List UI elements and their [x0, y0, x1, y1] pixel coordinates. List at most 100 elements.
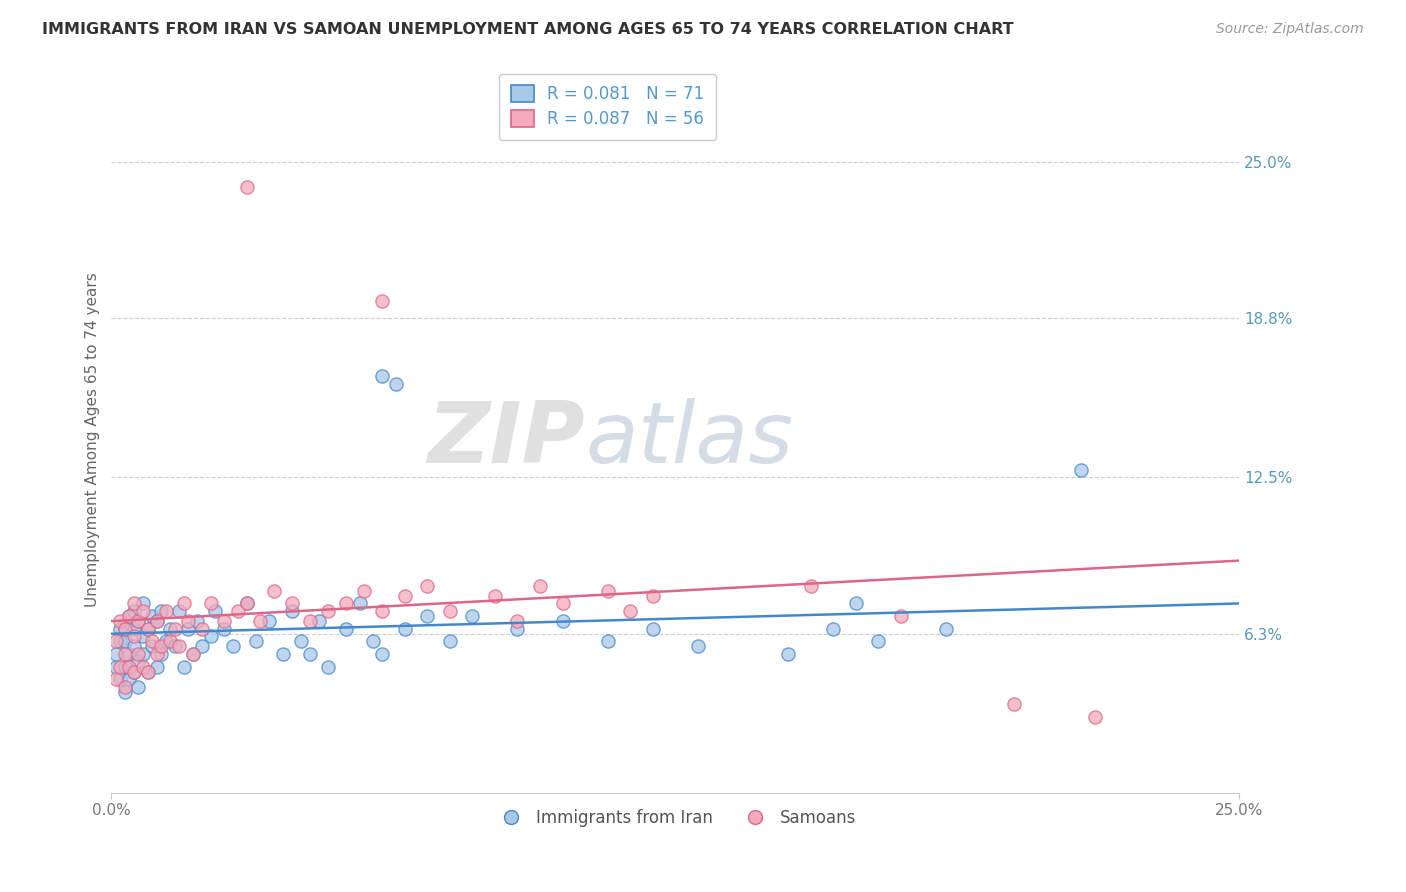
Point [181, 647, 204, 661]
Point [281, 604, 304, 618]
Point [935, 622, 957, 636]
Point [823, 622, 845, 636]
Point [155, 604, 177, 618]
Point [190, 640, 212, 654]
Point [132, 659, 155, 673]
Point [335, 597, 357, 611]
Point [361, 634, 384, 648]
Point [132, 629, 155, 643]
Point [778, 647, 800, 661]
Point [298, 647, 321, 661]
Point [200, 597, 222, 611]
Point [259, 614, 281, 628]
Point [1002, 698, 1025, 712]
Point [110, 622, 132, 636]
Point [127, 647, 149, 661]
Point [127, 614, 149, 628]
Point [110, 614, 132, 628]
Point [114, 622, 136, 636]
Point [384, 377, 406, 392]
Point [118, 647, 141, 661]
Point [145, 614, 167, 628]
Point [263, 583, 285, 598]
Point [308, 614, 330, 628]
Point [136, 622, 159, 636]
Point [114, 659, 136, 673]
Point [163, 640, 186, 654]
Point [212, 622, 235, 636]
Point [141, 634, 163, 648]
Point [222, 640, 245, 654]
Point [394, 589, 416, 603]
Point [110, 634, 132, 648]
Point [551, 614, 574, 628]
Point [186, 614, 208, 628]
Point [371, 293, 394, 308]
Point [104, 634, 127, 648]
Point [150, 640, 173, 654]
Point [845, 597, 868, 611]
Point [529, 579, 551, 593]
Point [236, 597, 259, 611]
Point [316, 604, 339, 618]
Point [155, 634, 177, 648]
Point [132, 597, 155, 611]
Point [890, 609, 912, 624]
Point [177, 614, 200, 628]
Text: atlas: atlas [585, 398, 793, 481]
Point [150, 647, 173, 661]
Point [596, 634, 619, 648]
Point [150, 604, 173, 618]
Point [104, 647, 127, 661]
Point [619, 604, 641, 618]
Text: IMMIGRANTS FROM IRAN VS SAMOAN UNEMPLOYMENT AMONG AGES 65 TO 74 YEARS CORRELATIO: IMMIGRANTS FROM IRAN VS SAMOAN UNEMPLOYM… [42, 22, 1014, 37]
Point [122, 629, 145, 643]
Point [122, 597, 145, 611]
Point [190, 622, 212, 636]
Point [271, 647, 294, 661]
Point [349, 597, 371, 611]
Point [173, 597, 195, 611]
Point [122, 640, 145, 654]
Point [167, 640, 190, 654]
Point [118, 609, 141, 624]
Point [371, 647, 394, 661]
Point [114, 680, 136, 694]
Point [127, 655, 149, 669]
Point [122, 604, 145, 618]
Point [145, 647, 167, 661]
Point [416, 579, 439, 593]
Point [641, 622, 664, 636]
Y-axis label: Unemployment Among Ages 65 to 74 years: Unemployment Among Ages 65 to 74 years [86, 272, 100, 607]
Point [145, 614, 167, 628]
Point [1084, 710, 1107, 724]
Point [551, 597, 574, 611]
Point [163, 622, 186, 636]
Point [136, 622, 159, 636]
Point [226, 604, 249, 618]
Point [159, 634, 181, 648]
Point [298, 614, 321, 628]
Point [461, 609, 484, 624]
Point [596, 583, 619, 598]
Point [104, 659, 127, 673]
Point [132, 647, 155, 661]
Point [110, 672, 132, 686]
Point [290, 634, 312, 648]
Point [506, 622, 529, 636]
Point [177, 622, 200, 636]
Point [394, 622, 416, 636]
Point [506, 614, 529, 628]
Point [114, 634, 136, 648]
Point [114, 622, 136, 636]
Point [686, 640, 709, 654]
Point [249, 614, 271, 628]
Point [439, 634, 461, 648]
Point [316, 659, 339, 673]
Legend: Immigrants from Iran, Samoans: Immigrants from Iran, Samoans [488, 803, 863, 834]
Point [141, 640, 163, 654]
Point [141, 609, 163, 624]
Point [104, 672, 127, 686]
Point [122, 665, 145, 679]
Point [200, 629, 222, 643]
